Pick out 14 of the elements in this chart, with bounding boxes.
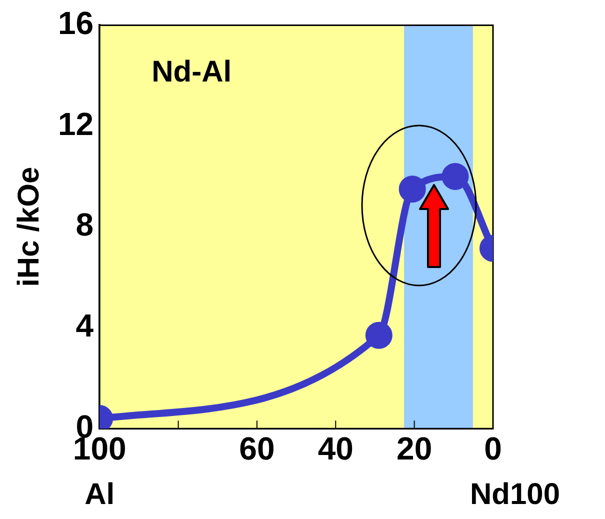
- y-tick-label: 8: [76, 206, 94, 243]
- point: [398, 176, 426, 203]
- x-tick-label: 40: [318, 430, 354, 467]
- annotation: Nd-Al: [152, 55, 232, 88]
- text: Al: [84, 478, 115, 511]
- x-tick-label: 0: [484, 430, 502, 467]
- x-tick-label: 60: [239, 430, 275, 467]
- text: Nd100: [470, 478, 560, 511]
- point: [365, 322, 392, 349]
- y-tick-label: 4: [76, 308, 94, 344]
- y-tick-label: 12: [58, 106, 94, 142]
- y-axis-title: iHc /kOe: [12, 166, 46, 287]
- x-tick-label: 20: [396, 430, 432, 467]
- y-tick-label: 16: [58, 5, 94, 42]
